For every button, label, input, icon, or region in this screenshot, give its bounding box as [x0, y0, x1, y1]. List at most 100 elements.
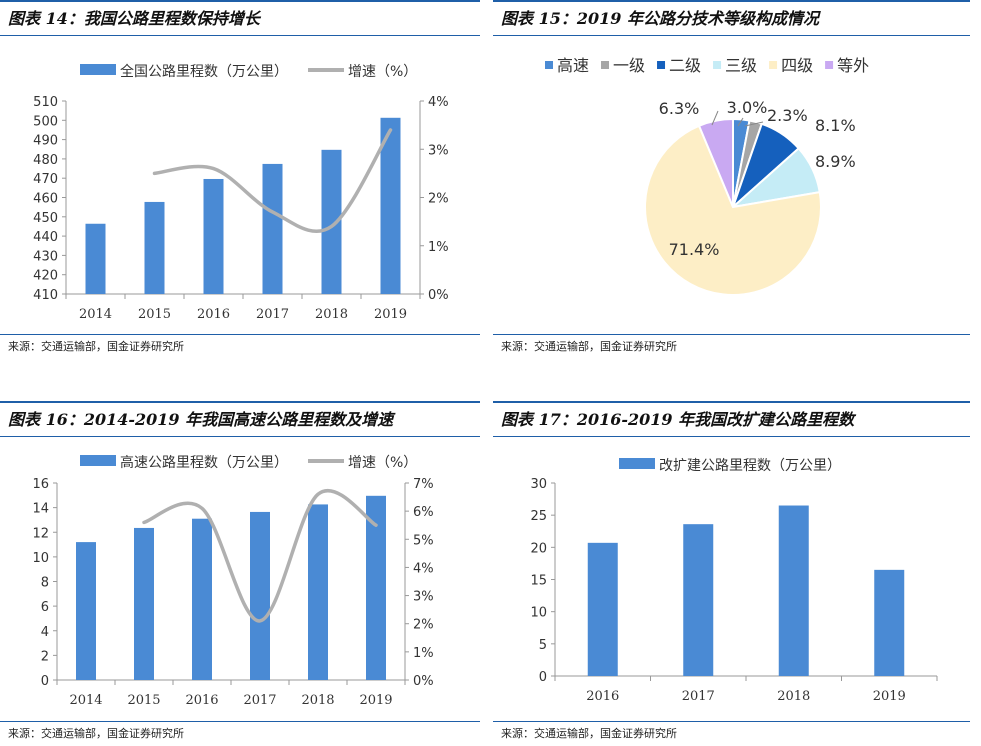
- y-tick-label: 460: [33, 192, 58, 207]
- leader-line: [711, 110, 719, 126]
- legend-swatch: [713, 61, 722, 69]
- source-note: 来源：交通运输部，国金证券研究所: [493, 721, 970, 743]
- x-tick-label: 2016: [586, 689, 619, 704]
- y-tick-label: 490: [33, 134, 58, 149]
- legend-swatch-bar: [80, 64, 116, 75]
- bar: [380, 117, 401, 294]
- panel-chart-16: 图表 16：2014-2019 年我国高速公路里程数及增速 0 2 4 6 8 10 12 1…: [0, 401, 480, 745]
- y-tick-label: 2: [41, 649, 49, 664]
- pie-slice: [644, 124, 822, 296]
- legend-label: 等外: [837, 56, 869, 75]
- y2-tick-label: 3%: [413, 590, 434, 605]
- y-tick-label: 20: [530, 541, 547, 556]
- legend-label: 高速公路里程数（万公里）: [120, 454, 288, 471]
- y-tick-label: 470: [33, 172, 58, 187]
- legend-label: 三级: [725, 56, 757, 75]
- series-line: [152, 128, 393, 233]
- y2-tick-label: 1%: [413, 646, 434, 661]
- pie-value-label: 8.1%: [815, 116, 856, 135]
- panel-chart-15: 图表 15：2019 年公路分技术等级构成情况 高速 一级 二级 三级 四级 等外 3.0%…: [493, 0, 970, 360]
- chart-title: 图表 17：2016-2019 年我国改扩建公路里程数: [493, 401, 970, 437]
- x-tick-label: 2017: [682, 689, 715, 704]
- bar: [778, 505, 809, 676]
- y-tick-label: 12: [32, 526, 49, 541]
- y-tick-label: 480: [33, 153, 58, 168]
- y2-tick-label: 5%: [413, 533, 434, 548]
- bar: [366, 495, 386, 680]
- legend-swatch-bar: [80, 455, 116, 466]
- y2-tick-label: 4%: [413, 561, 434, 576]
- pie-value-label: 3.0%: [727, 98, 768, 117]
- source-note: 来源：交通运输部，国金证券研究所: [0, 721, 480, 743]
- x-tick-label: 2015: [127, 693, 160, 708]
- bar: [587, 542, 618, 676]
- legend-swatch: [769, 61, 778, 69]
- y-tick-label: 15: [530, 574, 547, 589]
- bar: [250, 511, 270, 680]
- pie-slice: [697, 117, 734, 208]
- y2-tick-label: 7%: [413, 477, 434, 492]
- x-tick-label: 2015: [138, 307, 171, 322]
- panel-chart-14: 图表 14：我国公路里程数保持增长 410 420 430 440 450 460 470 4…: [0, 0, 480, 360]
- legend-swatch: [825, 61, 834, 69]
- y-tick-label: 25: [530, 509, 547, 524]
- x-tick-label: 2019: [374, 307, 407, 322]
- legend-label: 全国公路里程数（万公里）: [120, 63, 288, 80]
- legend-label: 二级: [669, 56, 701, 75]
- pie-value-label: 6.3%: [659, 99, 700, 118]
- panel-chart-17: 图表 17：2016-2019 年我国改扩建公路里程数 0 5 10 15 20 25 30…: [493, 401, 970, 745]
- y2-tick-label: 2%: [413, 618, 434, 633]
- y-tick-label: 410: [33, 288, 58, 303]
- legend-label: 高速: [557, 56, 589, 75]
- y-tick-label: 420: [33, 269, 58, 284]
- bar: [134, 527, 154, 680]
- legend-label: 四级: [781, 56, 813, 75]
- y-tick-label: 450: [33, 211, 58, 226]
- x-tick-label: 2018: [301, 693, 334, 708]
- y2-tick-label: 0%: [428, 288, 449, 303]
- y-tick-label: 14: [32, 502, 49, 517]
- y-tick-label: 10: [530, 606, 547, 621]
- bar: [683, 524, 714, 676]
- x-tick-label: 2018: [315, 307, 348, 322]
- y-tick-label: 10: [32, 551, 49, 566]
- x-tick-label: 2016: [185, 693, 218, 708]
- y2-tick-label: 4%: [428, 95, 449, 110]
- y-tick-label: 510: [33, 95, 58, 110]
- bar: [192, 518, 212, 680]
- x-tick-label: 2014: [79, 307, 112, 322]
- chart-svg: 0 5 10 15 20 25 30 2016 2017 2018 2019 改扩建公路里程数（万公里…: [530, 458, 938, 704]
- x-tick-label: 2016: [197, 307, 230, 322]
- legend-label: 增速（%）: [348, 455, 417, 471]
- leader-line: [744, 121, 764, 127]
- legend-label: 增速（%）: [348, 64, 417, 80]
- y-tick-label: 4: [41, 625, 49, 640]
- pie-value-label: 8.9%: [815, 152, 856, 171]
- bar: [85, 223, 106, 294]
- y2-tick-label: 3%: [428, 143, 449, 158]
- bar: [76, 542, 96, 680]
- legend-swatch: [657, 61, 666, 69]
- y-tick-label: 0: [41, 674, 49, 689]
- bar: [874, 569, 905, 676]
- chart-title: 图表 14：我国公路里程数保持增长: [0, 0, 480, 36]
- x-tick-label: 2018: [777, 689, 810, 704]
- leader-line: [737, 117, 744, 127]
- pie-value-label: 2.3%: [767, 106, 808, 125]
- y-tick-label: 30: [530, 477, 547, 492]
- y-tick-label: 440: [33, 230, 58, 245]
- legend-swatch: [545, 61, 553, 69]
- bar: [308, 504, 328, 680]
- legend-swatch: [601, 61, 610, 69]
- x-tick-label: 2019: [359, 693, 392, 708]
- x-tick-label: 2017: [243, 693, 276, 708]
- x-tick-label: 2017: [256, 307, 289, 322]
- y2-tick-label: 0%: [413, 674, 434, 689]
- pie-value-label: 71.4%: [669, 240, 720, 259]
- y-tick-label: 430: [33, 249, 58, 264]
- series-line: [142, 489, 378, 623]
- y2-tick-label: 1%: [428, 240, 449, 255]
- y2-tick-label: 6%: [413, 505, 434, 520]
- chart-svg: 410 420 430 440 450 460 470 480 490 500 510 0% 1% 2% 3…: [33, 63, 449, 322]
- x-tick-label: 2014: [69, 693, 102, 708]
